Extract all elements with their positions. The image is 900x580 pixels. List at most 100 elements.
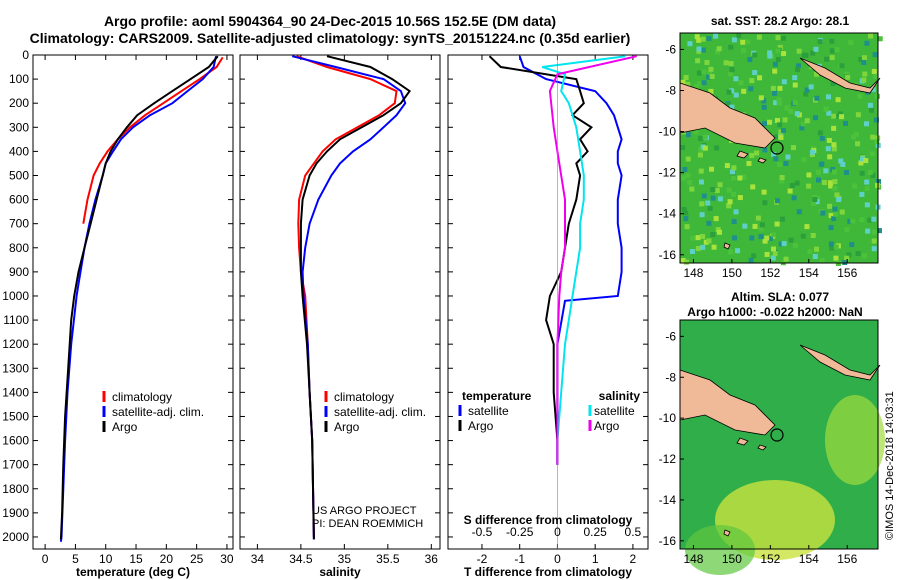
- sst-pixel: [832, 206, 838, 212]
- sst-pixel: [764, 251, 770, 257]
- land-new-guinea: [679, 369, 776, 436]
- legend-label: Argo: [112, 420, 138, 434]
- sst-pixel: [737, 175, 743, 181]
- sst-pixel: [681, 206, 687, 212]
- sst-pixel: [861, 59, 867, 65]
- sst-pixel: [758, 95, 764, 101]
- sst-pixel: [752, 70, 758, 76]
- sst-pixel: [701, 193, 707, 199]
- argo-position-marker: [770, 141, 784, 155]
- sst-pixel: [869, 151, 875, 157]
- sst-pixel: [699, 201, 705, 207]
- sst-pixel: [685, 156, 691, 162]
- sst-pixel: [716, 46, 722, 52]
- sst-pixel: [707, 205, 713, 211]
- sst-pixel: [709, 73, 715, 79]
- sst-pixel: [831, 169, 837, 175]
- sst-pixel: [779, 175, 785, 181]
- sst-pixel: [694, 34, 700, 40]
- sst-pixel: [770, 255, 776, 261]
- sst-pixel: [864, 40, 870, 46]
- legend-label-right: Argo: [594, 419, 620, 433]
- sst-pixel: [731, 37, 737, 43]
- sst-pixel: [781, 241, 787, 247]
- legend-label: satellite-adj. clim.: [334, 405, 426, 419]
- sst-pixel: [876, 228, 882, 234]
- series-line-temperature-satellite: [518, 55, 623, 465]
- sst-pixel: [868, 33, 874, 39]
- legend-label-left: Argo: [468, 419, 494, 433]
- map-sst: [679, 32, 883, 266]
- sst-pixel: [783, 256, 789, 262]
- land-new-britain: [799, 57, 881, 94]
- sst-pixel: [771, 151, 777, 157]
- sst-pixel: [812, 253, 818, 259]
- sst-pixel: [852, 183, 858, 189]
- map-xtick-label: 148: [683, 266, 703, 280]
- sst-pixel: [680, 258, 686, 264]
- sst-pixel: [695, 235, 701, 241]
- xtick-label: 0: [554, 552, 561, 566]
- sst-pixel: [864, 185, 870, 191]
- sst-pixel: [716, 229, 722, 235]
- sst-pixel: [757, 75, 763, 81]
- sst-pixel: [700, 244, 706, 250]
- ytick-label: 1900: [2, 506, 29, 520]
- sst-pixel: [680, 79, 686, 85]
- sst-pixel: [870, 173, 876, 179]
- s-tick-label: 0.25: [583, 525, 607, 539]
- sst-pixel: [804, 224, 810, 230]
- sst-pixel: [858, 57, 864, 63]
- sst-pixel: [773, 156, 779, 162]
- sst-pixel: [794, 111, 800, 117]
- sst-pixel: [733, 92, 739, 98]
- project-annotation: PI: DEAN ROEMMICH: [312, 518, 423, 530]
- sst-pixel: [830, 81, 836, 87]
- panel-frame-0: [32, 54, 234, 550]
- climatology-title: Climatology: CARS2009. Satellite-adjuste…: [29, 30, 631, 46]
- xtick-label: 36: [425, 552, 439, 566]
- sst-pixel: [742, 223, 748, 229]
- sst-pixel: [689, 186, 695, 192]
- sst-pixel: [778, 134, 784, 140]
- sst-pixel: [801, 157, 807, 163]
- xtick-label: 1: [592, 552, 599, 566]
- sst-pixel: [731, 165, 737, 171]
- xtick-label: 35: [338, 552, 352, 566]
- sst-pixel: [698, 135, 704, 141]
- sst-pixel: [749, 78, 755, 84]
- ytick-label: 2000: [2, 530, 29, 544]
- sst-pixel: [767, 119, 773, 125]
- sst-pixel: [772, 90, 778, 96]
- sst-pixel: [687, 41, 693, 47]
- sst-pixel: [836, 197, 842, 203]
- sst-pixel: [680, 175, 686, 181]
- sst-pixel: [801, 52, 807, 58]
- sst-pixel: [751, 253, 757, 259]
- project-annotation: US ARGO PROJECT: [312, 505, 417, 517]
- sst-pixel: [684, 224, 690, 230]
- sst-pixel: [761, 104, 767, 110]
- sst-pixel: [814, 195, 820, 201]
- sst-pixel: [859, 191, 865, 197]
- sst-pixel: [838, 158, 844, 164]
- ytick-label: 1000: [2, 289, 29, 303]
- sst-pixel: [831, 142, 837, 148]
- sst-pixel: [831, 125, 837, 131]
- sst-pixel: [819, 135, 825, 141]
- sst-pixel: [794, 180, 800, 186]
- sst-pixel: [767, 53, 773, 59]
- xtick-label: 25: [190, 552, 204, 566]
- sst-pixel: [702, 145, 708, 151]
- map-ytick-label: -10: [659, 411, 677, 425]
- sst-pixel: [713, 33, 719, 39]
- ytick-label: 400: [9, 144, 29, 158]
- sst-pixel: [831, 113, 837, 119]
- sst-pixel: [873, 117, 879, 123]
- sst-pixel: [835, 97, 841, 103]
- sst-pixel: [810, 50, 816, 56]
- ytick-label: 600: [9, 193, 29, 207]
- sst-pixel: [832, 185, 838, 191]
- map-xtick-label: 152: [760, 552, 780, 566]
- sst-pixel: [872, 73, 878, 79]
